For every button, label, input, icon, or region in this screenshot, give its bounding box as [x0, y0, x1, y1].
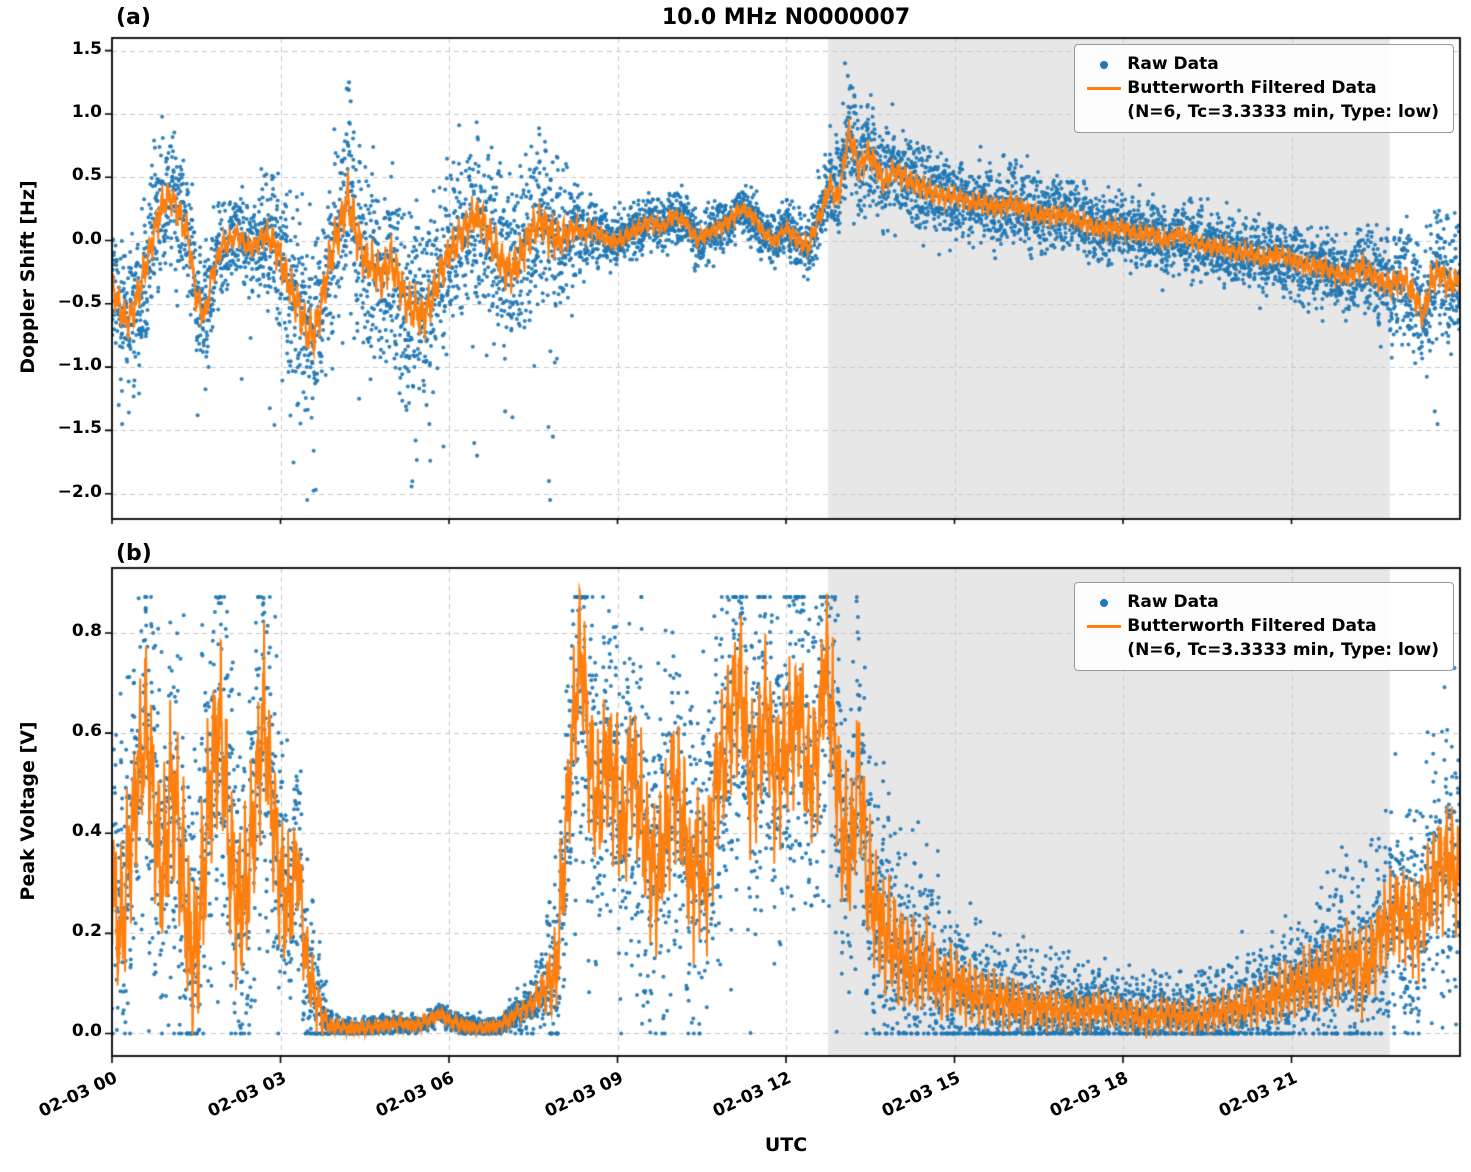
y-tick-label: −0.5 [57, 291, 102, 312]
legend-spacer [1081, 101, 1127, 123]
legend-a: Raw Data Butterworth Filtered Data (N=6,… [1074, 44, 1454, 134]
y-tick-label: 0.4 [71, 821, 102, 842]
filtered-line-icon [1081, 78, 1127, 100]
legend-row-filtered-params: (N=6, Tc=3.3333 min, Type: low) [1081, 101, 1439, 125]
y-axis-label-voltage: Peak Voltage [V] [17, 721, 39, 901]
y-tick-label: −1.5 [57, 418, 102, 439]
y-tick-label: 0.0 [71, 1021, 102, 1042]
y-tick-label: 0.0 [71, 228, 102, 249]
y-tick-label: −2.0 [57, 481, 102, 502]
legend-filtered-params: (N=6, Tc=3.3333 min, Type: low) [1127, 101, 1439, 122]
legend-filtered-label: Butterworth Filtered Data [1127, 615, 1377, 636]
x-axis-label: UTC [764, 1134, 808, 1156]
y-axis-label-doppler: Doppler Shift [Hz] [17, 180, 39, 374]
y-tick-label: 1.5 [71, 38, 102, 59]
panel-b-tag: (b) [116, 541, 152, 566]
y-tick-label: 1.0 [71, 101, 102, 122]
legend-raw-label: Raw Data [1127, 54, 1219, 74]
legend-filtered-params: (N=6, Tc=3.3333 min, Type: low) [1127, 639, 1439, 660]
legend-spacer [1081, 639, 1127, 661]
raw-data-dot-icon [1081, 592, 1127, 614]
legend-row-raw: Raw Data [1081, 53, 1439, 77]
raw-data-dot-icon [1081, 54, 1127, 76]
legend-b: Raw Data Butterworth Filtered Data (N=6,… [1074, 582, 1454, 672]
figure-title: 10.0 MHz N0000007 [661, 5, 911, 30]
legend-filtered-label: Butterworth Filtered Data [1127, 77, 1377, 98]
legend-row-filtered-params: (N=6, Tc=3.3333 min, Type: low) [1081, 639, 1439, 663]
y-tick-label: 0.6 [71, 721, 102, 742]
filtered-line-icon [1081, 616, 1127, 638]
y-tick-label: 0.8 [71, 621, 102, 642]
legend-row-filtered: Butterworth Filtered Data [1081, 77, 1439, 101]
y-tick-label: 0.2 [71, 921, 102, 942]
panel-a-tag: (a) [116, 5, 151, 30]
legend-raw-label: Raw Data [1127, 592, 1219, 612]
legend-row-filtered: Butterworth Filtered Data [1081, 615, 1439, 639]
y-tick-label: 0.5 [71, 165, 102, 186]
legend-row-raw: Raw Data [1081, 591, 1439, 615]
y-tick-label: −1.0 [57, 355, 102, 376]
